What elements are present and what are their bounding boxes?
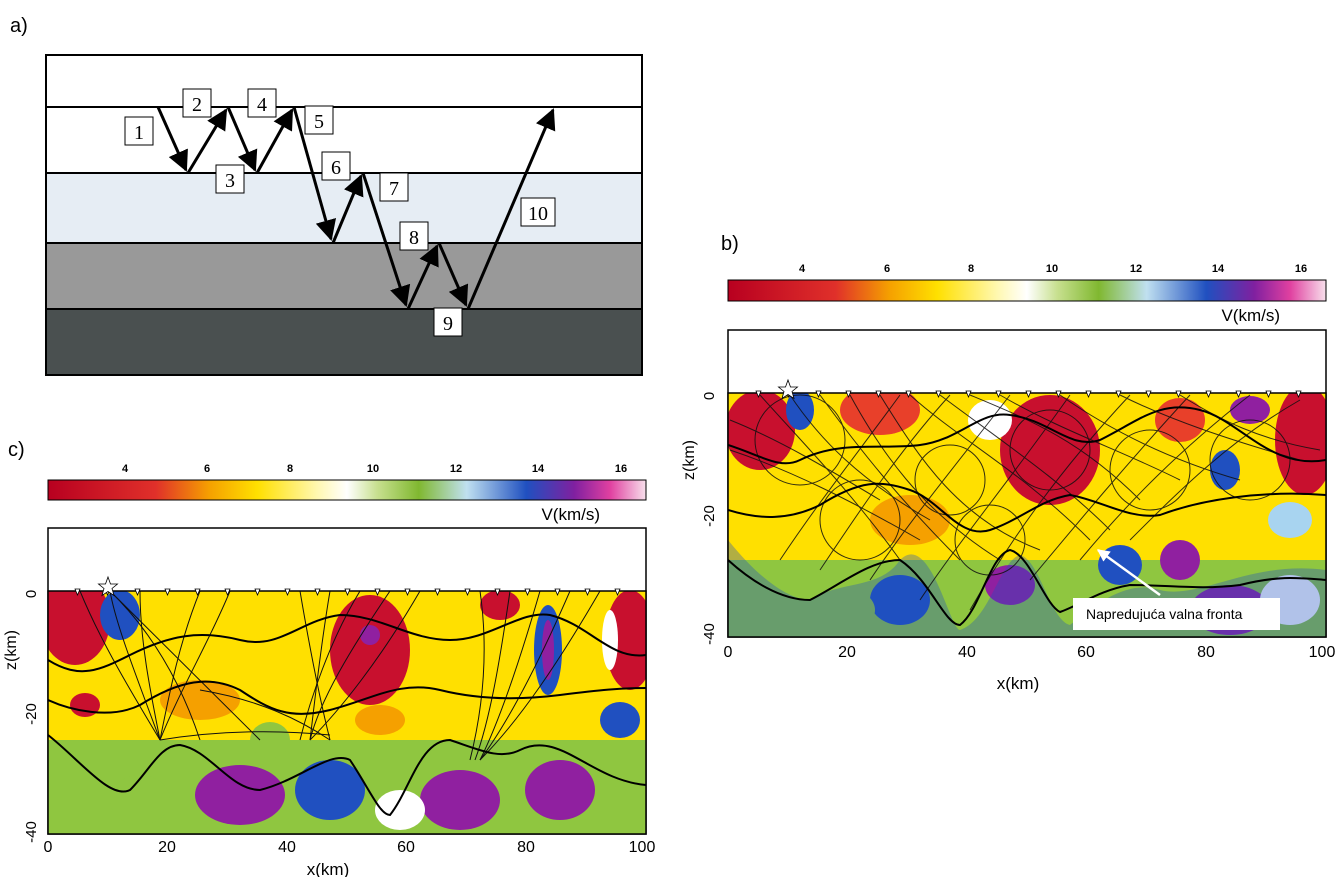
- colorbar-c-tick: 16: [615, 463, 627, 475]
- wavefront-arrow: [1096, 548, 1161, 597]
- x-tick: 0: [724, 644, 733, 661]
- colorbar-c-tick: 4: [122, 463, 129, 475]
- colorbar-b-tick: 4: [799, 263, 806, 275]
- colorbar-c-tick: 14: [532, 463, 545, 475]
- x-tick: 80: [1197, 644, 1215, 661]
- colorbar-b-ticks: 4 6 8 10 12 14 16: [799, 263, 1307, 275]
- y-tick: -20: [701, 505, 718, 527]
- step-3-label: 3: [225, 170, 235, 192]
- plot-c-y-ticks: 0 -20 -40: [23, 590, 40, 843]
- x-tick: 20: [838, 644, 856, 661]
- step-5-box: 5: [304, 105, 334, 135]
- step-2-box: 2: [182, 88, 212, 118]
- step-10-box: 10: [520, 197, 556, 227]
- x-tick: 40: [958, 644, 976, 661]
- step-8-label: 8: [409, 227, 419, 249]
- layer-4: [46, 243, 642, 309]
- step-8-box: 8: [399, 221, 429, 251]
- x-tick: 0: [44, 839, 53, 856]
- plot-c-x-ticks: 0 20 40 60 80 100: [44, 839, 656, 856]
- receivers-c: [74, 575, 621, 597]
- x-tick: 100: [1309, 644, 1336, 661]
- step-9-box: 9: [433, 307, 463, 337]
- colorbar-c-tick: 6: [204, 463, 210, 475]
- step-1-box: 1: [124, 116, 154, 146]
- x-tick: 60: [1077, 644, 1095, 661]
- plot-c-x-label: x(km): [307, 860, 349, 877]
- colorbar-b-tick: 6: [884, 263, 890, 275]
- layer-1: [46, 55, 642, 107]
- step-1-label: 1: [134, 122, 144, 144]
- colorbar-c-tick: 10: [367, 463, 379, 475]
- y-tick: 0: [23, 590, 40, 598]
- panel-c: c) 4 6 8 10 12 14 16 V(km/s): [3, 439, 655, 877]
- x-tick: 20: [158, 839, 176, 856]
- source-star-icon: [777, 378, 799, 400]
- y-tick: -40: [23, 821, 40, 843]
- receivers-b: [755, 378, 1302, 400]
- colorbar-b-tick: 14: [1212, 263, 1225, 275]
- step-4-box: 4: [247, 88, 277, 118]
- step-9-label: 9: [443, 313, 453, 335]
- plot-b-x-ticks: 0 20 40 60 80 100: [724, 644, 1336, 661]
- colorbar-b-unit: V(km/s): [1221, 306, 1280, 325]
- step-6-box: 6: [321, 151, 351, 181]
- step-7-label: 7: [389, 178, 399, 200]
- colorbar-b: [727, 279, 1327, 302]
- step-6-label: 6: [331, 157, 341, 179]
- x-tick: 60: [397, 839, 415, 856]
- panel-b: b) 4 6 8 10 12 14 16 V(km/s): [681, 233, 1335, 693]
- colorbar-c-tick: 12: [450, 463, 462, 475]
- ray-step-labels: 1 2 3 4 5 6 7 8 9 10: [124, 88, 556, 337]
- layer-5: [46, 309, 642, 375]
- colorbar-b-tick: 12: [1130, 263, 1142, 275]
- plot-b-field: [728, 393, 1326, 637]
- colorbar-c-tick: 8: [287, 463, 293, 475]
- colorbar-c: [47, 479, 647, 501]
- step-10-label: 10: [528, 203, 548, 225]
- x-tick: 40: [278, 839, 296, 856]
- plot-b-y-label: z(km): [681, 440, 698, 480]
- step-3-box: 3: [215, 164, 245, 194]
- colorbar-b-tick: 8: [968, 263, 974, 275]
- x-tick: 80: [517, 839, 535, 856]
- step-5-label: 5: [314, 111, 324, 133]
- plot-c-y-label: z(km): [3, 630, 20, 670]
- panel-a: a) 1 2 3 4 5: [10, 15, 643, 376]
- plot-b-y-ticks: 0 -20 -40: [701, 392, 718, 645]
- wavefront-annotation: Napredujuća valna fronta: [1086, 606, 1243, 622]
- plot-c-field: [48, 591, 646, 834]
- colorbar-c-ticks: 4 6 8 10 12 14 16: [122, 463, 627, 475]
- ray-path: [156, 106, 556, 310]
- y-tick: -40: [701, 623, 718, 645]
- panel-a-label: a): [10, 15, 28, 37]
- step-2-label: 2: [192, 94, 202, 116]
- colorbar-c-unit: V(km/s): [541, 505, 600, 524]
- panel-b-label: b): [721, 233, 739, 255]
- colorbar-b-tick: 10: [1046, 263, 1058, 275]
- panel-c-label: c): [8, 439, 25, 461]
- source-star-icon: [97, 575, 119, 597]
- y-tick: -20: [23, 703, 40, 725]
- y-tick: 0: [701, 392, 718, 400]
- step-4-label: 4: [257, 94, 267, 116]
- colorbar-b-tick: 16: [1295, 263, 1307, 275]
- x-tick: 100: [629, 839, 656, 856]
- annotation-box: [1073, 598, 1280, 630]
- step-7-box: 7: [379, 172, 409, 202]
- plot-b-x-label: x(km): [997, 674, 1039, 693]
